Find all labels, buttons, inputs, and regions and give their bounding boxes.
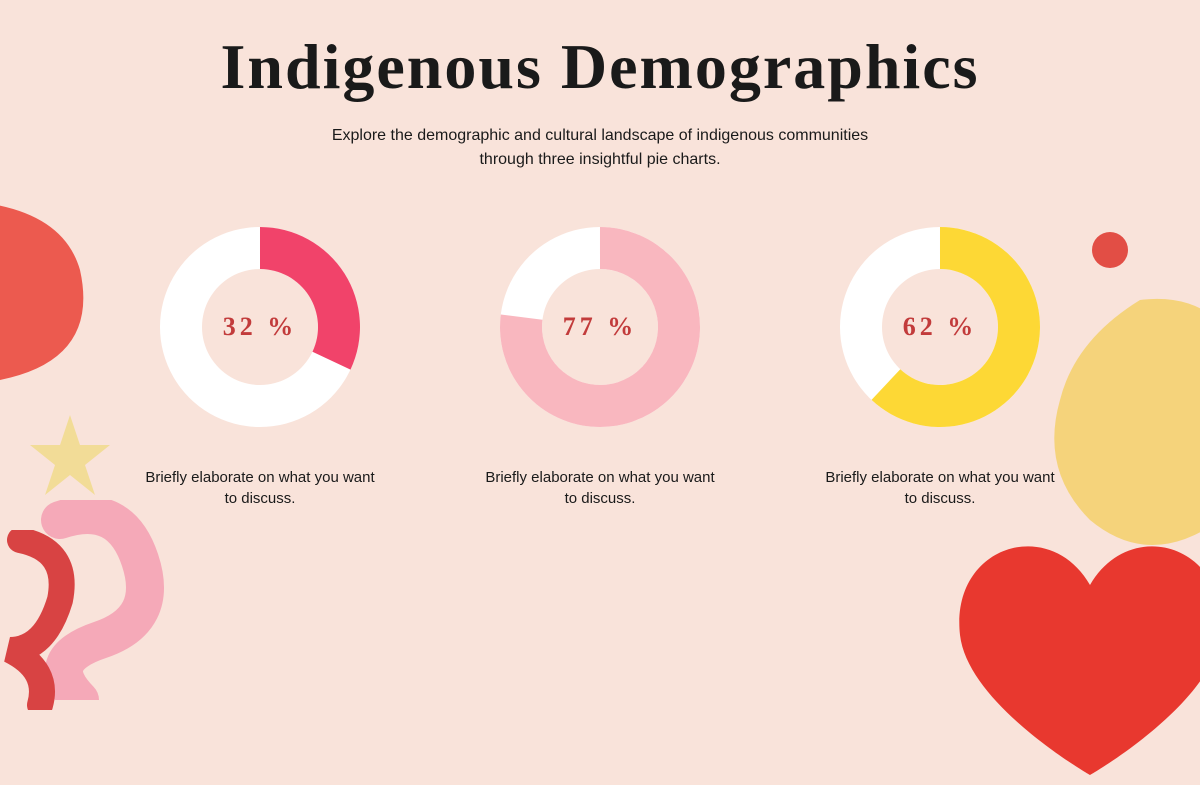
page-subtitle: Explore the demographic and cultural lan… bbox=[0, 124, 1200, 172]
red-squiggle-icon bbox=[0, 530, 120, 710]
red-heart-bottom bbox=[940, 525, 1200, 785]
charts-row: 32 % Briefly elaborate on what you want … bbox=[0, 222, 1200, 509]
chart-caption-3: Briefly elaborate on what you want to di… bbox=[820, 467, 1060, 509]
subtitle-line-1: Explore the demographic and cultural lan… bbox=[332, 127, 868, 144]
donut-chart-2: 77 % bbox=[495, 222, 705, 432]
chart-caption-2: Briefly elaborate on what you want to di… bbox=[480, 467, 720, 509]
page-title: Indigenous Demographics bbox=[0, 30, 1200, 104]
donut-chart-3: 62 % bbox=[835, 222, 1045, 432]
donut-chart-1: 32 % bbox=[155, 222, 365, 432]
donut-percent-3: 62 % bbox=[903, 312, 978, 342]
chart-3: 62 % Briefly elaborate on what you want … bbox=[820, 222, 1060, 509]
donut-percent-1: 32 % bbox=[223, 312, 298, 342]
chart-2: 77 % Briefly elaborate on what you want … bbox=[480, 222, 720, 509]
subtitle-line-2: through three insightful pie charts. bbox=[479, 151, 720, 168]
donut-percent-2: 77 % bbox=[563, 312, 638, 342]
chart-caption-1: Briefly elaborate on what you want to di… bbox=[140, 467, 380, 509]
chart-1: 32 % Briefly elaborate on what you want … bbox=[140, 222, 380, 509]
